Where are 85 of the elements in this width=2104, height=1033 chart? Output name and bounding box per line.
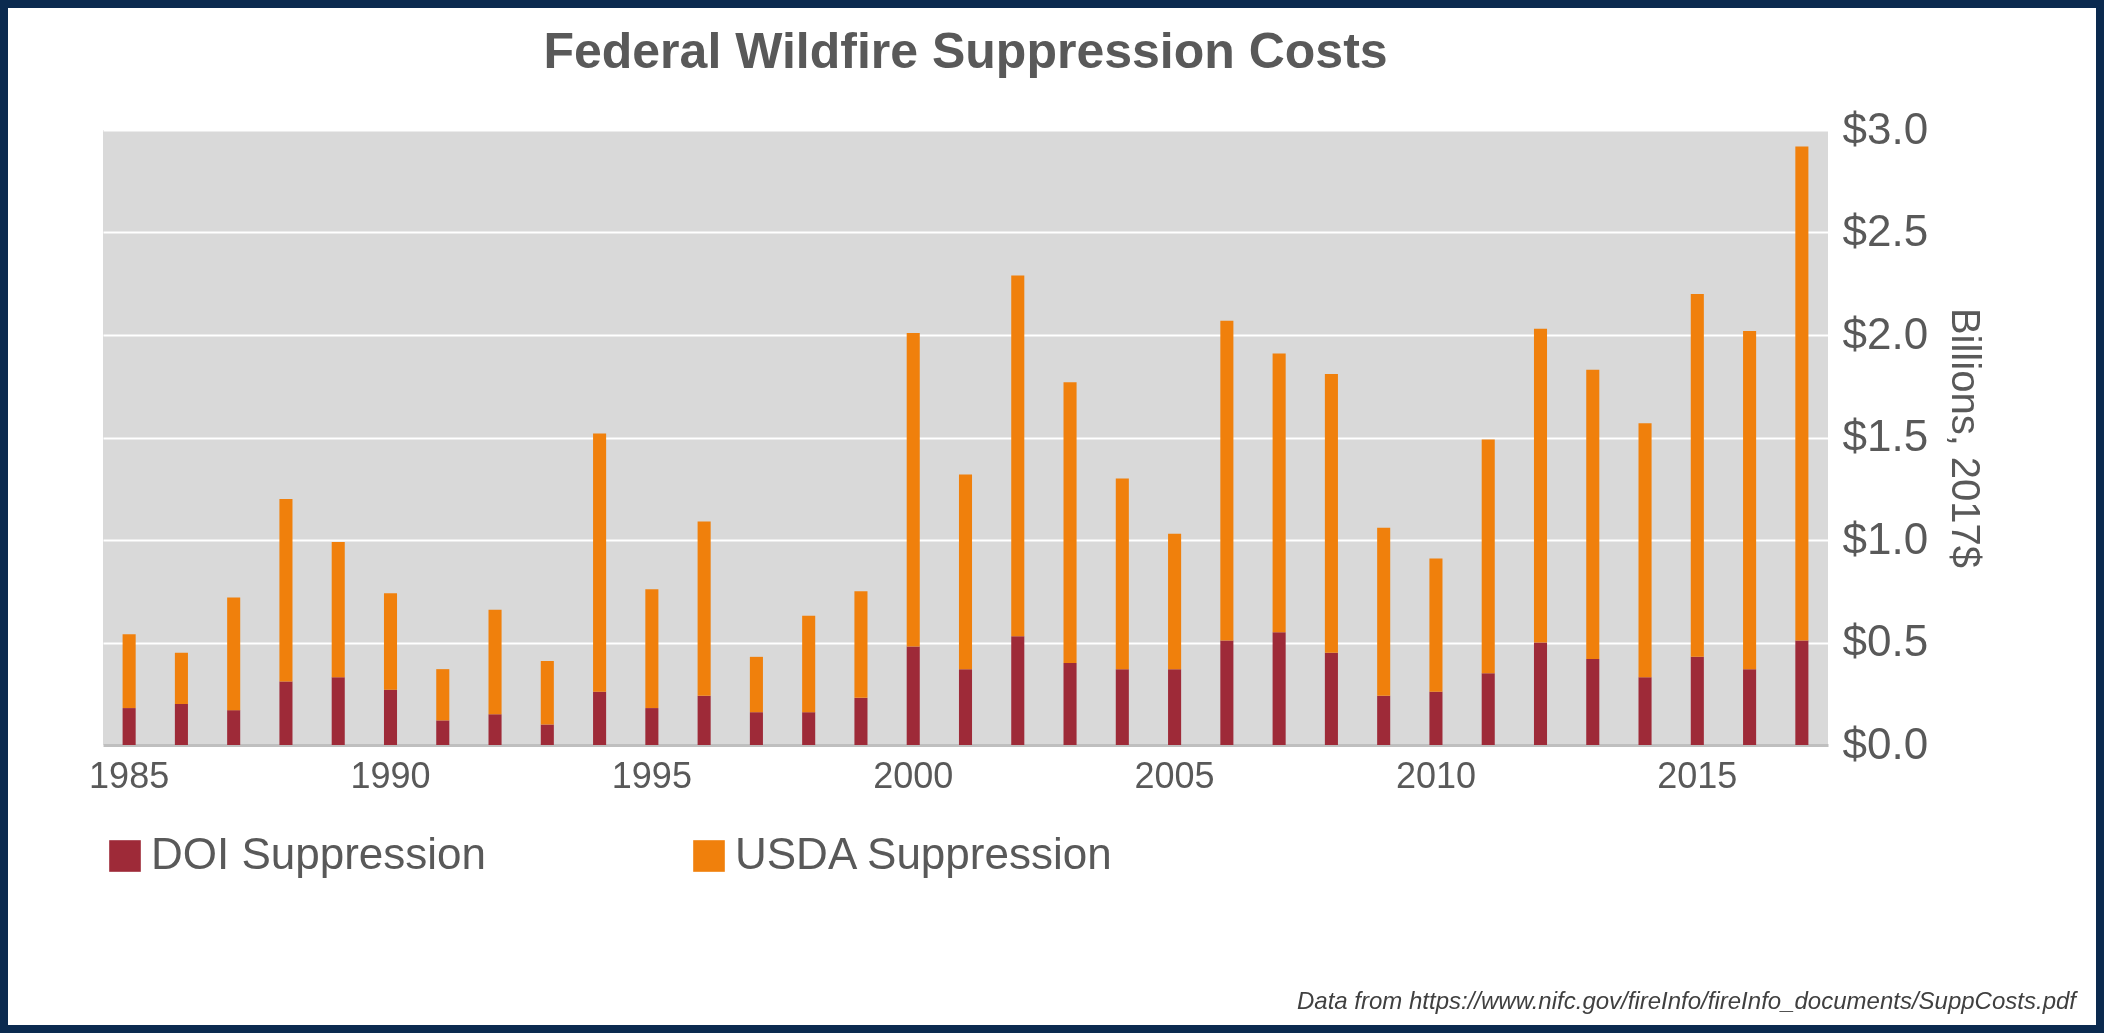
bar	[436, 720, 450, 745]
bar	[1220, 320, 1234, 641]
legend-label: USDA Suppression	[735, 829, 1112, 878]
bar	[1690, 294, 1704, 657]
chart-title: Federal Wildfire Suppression Costs	[543, 23, 1388, 79]
bar	[1063, 663, 1077, 745]
bar	[1377, 527, 1391, 696]
bar	[1743, 669, 1757, 745]
x-tick-label: 2015	[1657, 754, 1738, 796]
bar	[227, 597, 241, 711]
bar	[749, 656, 763, 713]
bar	[854, 697, 868, 745]
bar	[488, 609, 502, 715]
bar	[749, 712, 763, 745]
bar	[227, 710, 241, 745]
bar	[1115, 669, 1129, 745]
y-tick-label: $1.5	[1842, 411, 1929, 460]
bar	[1795, 640, 1809, 745]
bar	[1168, 669, 1182, 745]
bar	[1324, 373, 1338, 653]
bar	[174, 704, 188, 745]
bar	[1011, 636, 1025, 745]
bar	[958, 474, 973, 670]
bar	[1795, 146, 1809, 641]
x-tick-label: 1985	[89, 754, 170, 796]
bar	[697, 695, 711, 745]
x-tick-label: 1990	[350, 754, 431, 796]
bar	[645, 589, 659, 709]
bar	[593, 433, 607, 692]
bar	[1429, 691, 1443, 745]
bar	[1168, 533, 1182, 670]
bar	[697, 521, 711, 696]
bar	[540, 660, 554, 725]
y-tick-label: $2.5	[1842, 206, 1929, 255]
bar	[854, 591, 868, 698]
bar	[1690, 656, 1704, 745]
bar	[1481, 673, 1495, 745]
bar	[958, 669, 973, 745]
bar	[1063, 382, 1077, 663]
bar	[331, 542, 345, 678]
bar	[122, 708, 136, 745]
bar	[1220, 640, 1234, 745]
x-tick-label: 1995	[611, 754, 692, 796]
y-axis-title: Billions, 2017$	[1944, 307, 1989, 569]
y-tick-label: $3.0	[1842, 103, 1929, 153]
text: Data from https://www.nifc.gov/fireInfo/fireInfo_documents/SuppCosts.pdf	[1296, 987, 2076, 1015]
bar	[802, 712, 816, 745]
bar	[906, 332, 920, 647]
bar	[122, 634, 136, 709]
x-tick-label: 2000	[873, 754, 954, 796]
bar	[1324, 652, 1338, 745]
bar	[1533, 642, 1548, 745]
bar	[1272, 353, 1286, 633]
y-tick-label: $0.5	[1842, 616, 1929, 665]
bar	[645, 708, 659, 745]
bar	[488, 714, 502, 745]
bar	[1377, 695, 1391, 745]
bar	[906, 646, 920, 745]
bar	[540, 724, 554, 745]
bar	[1586, 658, 1600, 745]
bar	[1638, 423, 1652, 678]
legend-label: DOI Suppression	[151, 829, 487, 878]
bar	[1481, 439, 1495, 674]
bar	[1011, 275, 1025, 637]
x-tick-label: 2010	[1395, 754, 1476, 796]
x-tick-label: 2005	[1134, 754, 1215, 796]
bar	[174, 652, 188, 704]
y-tick-label: $0.0	[1842, 718, 1929, 768]
bar	[802, 615, 816, 713]
bar	[1586, 369, 1600, 659]
bar	[1429, 558, 1443, 692]
y-tick-label: $2.0	[1842, 308, 1929, 358]
bar	[593, 691, 607, 745]
bar	[279, 499, 293, 682]
bar	[383, 689, 398, 745]
bar	[436, 669, 450, 721]
bar	[279, 681, 293, 745]
bar	[1115, 478, 1129, 670]
y-tick-label: $1.0	[1842, 513, 1929, 563]
bar	[1743, 330, 1757, 670]
bar	[1272, 632, 1286, 745]
bar	[383, 593, 398, 690]
bar	[1533, 328, 1548, 643]
bar	[1638, 677, 1652, 745]
bar	[331, 677, 345, 745]
